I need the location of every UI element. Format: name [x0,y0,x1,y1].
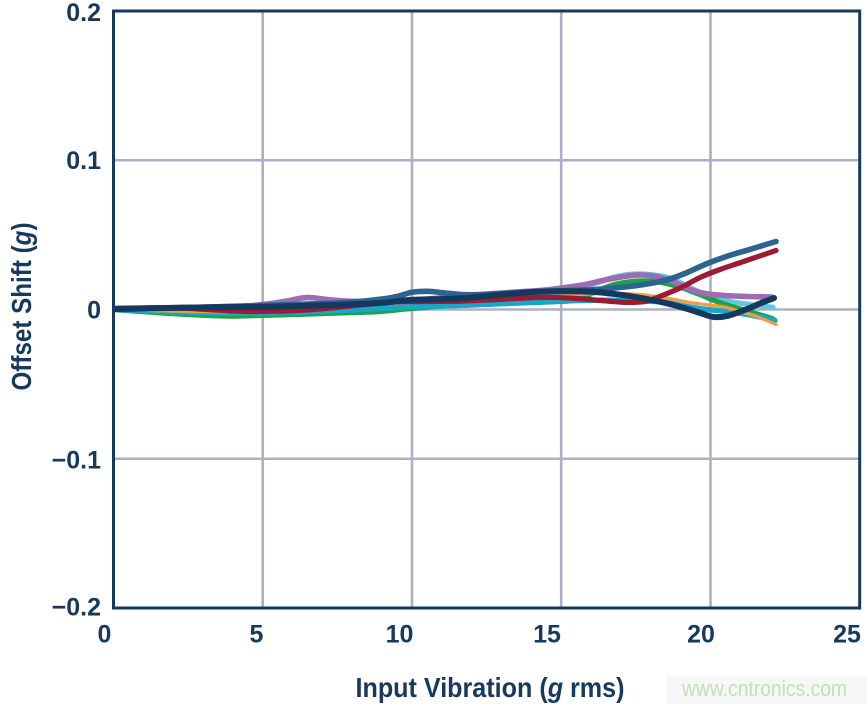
svg-text:Input Vibration (g rms): Input Vibration (g rms) [356,672,625,703]
svg-text:5: 5 [250,621,264,649]
svg-text:0.2: 0.2 [66,0,101,27]
svg-text:−0.2: −0.2 [52,594,101,622]
svg-text:www.cntronics.com: www.cntronics.com [681,676,847,701]
svg-text:Offset Shift (g): Offset Shift (g) [6,223,37,391]
svg-text:0.1: 0.1 [66,147,101,175]
svg-text:0: 0 [98,621,112,649]
svg-text:0: 0 [87,296,101,324]
svg-text:25: 25 [833,621,861,649]
svg-text:−0.1: −0.1 [52,446,101,474]
svg-text:10: 10 [386,621,414,649]
svg-text:15: 15 [533,621,561,649]
svg-text:20: 20 [687,621,715,649]
